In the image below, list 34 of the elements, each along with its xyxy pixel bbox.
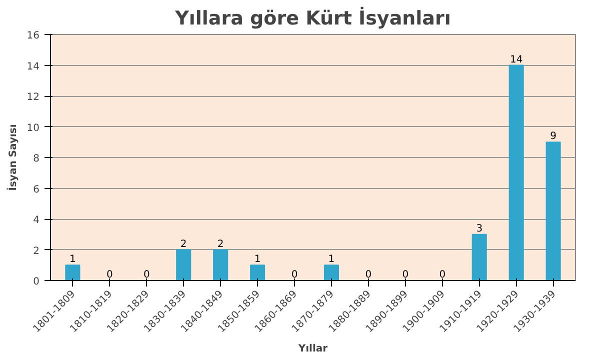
bar xyxy=(472,234,487,280)
data-label: 0 xyxy=(106,270,113,280)
bar xyxy=(508,64,524,280)
data-label: 0 xyxy=(439,270,446,280)
y-tick-label: 0 xyxy=(33,276,40,288)
data-label: 1 xyxy=(254,254,261,266)
bar xyxy=(324,264,340,280)
y-axis-title: İsyan Sayısı xyxy=(6,124,19,191)
data-label: 0 xyxy=(291,270,298,280)
data-label: 9 xyxy=(550,131,557,142)
data-label: 1 xyxy=(70,254,76,266)
data-label: 1 xyxy=(328,254,335,266)
data-label: 2 xyxy=(217,238,224,250)
y-tick-label: 14 xyxy=(26,61,40,72)
y-tick-label: 2 xyxy=(33,246,40,257)
data-label: 2 xyxy=(180,238,187,250)
x-axis-title: Yıllar xyxy=(297,344,328,355)
data-label: 14 xyxy=(510,54,523,66)
y-tick-label: 10 xyxy=(26,122,40,134)
y-tick-label: 4 xyxy=(33,215,40,226)
y-tick-label: 12 xyxy=(26,92,40,103)
y-tick-label: 6 xyxy=(33,184,40,196)
data-label: 0 xyxy=(143,270,150,280)
bar xyxy=(213,249,228,280)
data-label: 0 xyxy=(402,270,409,280)
y-tick-label: 16 xyxy=(26,30,40,42)
data-label: 3 xyxy=(476,223,483,234)
bar xyxy=(176,249,192,280)
bar xyxy=(546,142,561,280)
chart-title: Yıllara göre Kürt İsyanları xyxy=(174,6,451,30)
data-label: 0 xyxy=(365,270,372,280)
y-tick-label: 8 xyxy=(33,154,40,164)
bar xyxy=(65,264,80,280)
bar xyxy=(250,264,266,280)
